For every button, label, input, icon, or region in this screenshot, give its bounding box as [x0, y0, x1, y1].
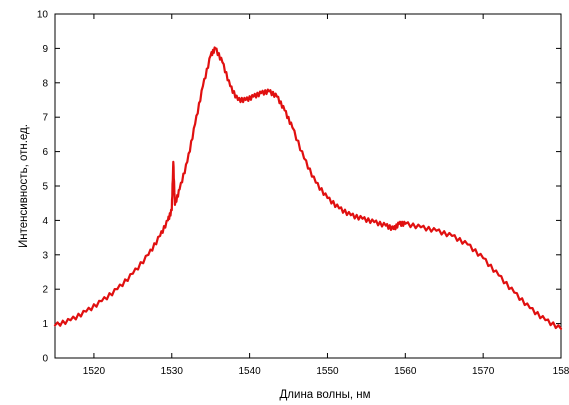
x-axis-title: Длина волны, нм — [280, 389, 371, 401]
x-tick-label: 1570 — [472, 366, 495, 377]
y-tick-label: 0 — [42, 354, 48, 365]
y-tick-label: 7 — [42, 113, 48, 124]
x-tick-label: 1550 — [316, 366, 339, 377]
y-tick-label: 6 — [42, 147, 48, 158]
y-tick-label: 3 — [42, 250, 48, 261]
x-tick-label: 1520 — [83, 366, 106, 377]
y-tick-label: 5 — [42, 182, 48, 193]
y-tick-label: 9 — [42, 44, 48, 55]
y-tick-label: 4 — [42, 216, 48, 227]
y-axis-title: Интенсивность, отн.ед. — [18, 124, 30, 248]
y-tick-label: 1 — [42, 319, 48, 330]
series-layer — [53, 46, 563, 330]
plot-area-frame — [54, 13, 562, 359]
y-tick-label: 10 — [37, 10, 49, 21]
y-tick-label: 8 — [42, 78, 48, 89]
x-tick-label: 158 — [553, 366, 569, 377]
x-tick-label: 1540 — [238, 366, 261, 377]
y-tick-label: 2 — [42, 285, 48, 296]
y-axis-ticks: 0 1 2 3 4 5 6 7 8 9 10 — [37, 10, 561, 365]
series-line — [53, 46, 563, 330]
x-axis-ticks: 1520 1530 1540 1550 1560 1570 158 — [83, 14, 569, 377]
x-tick-label: 1560 — [394, 366, 417, 377]
x-tick-label: 1530 — [161, 366, 184, 377]
